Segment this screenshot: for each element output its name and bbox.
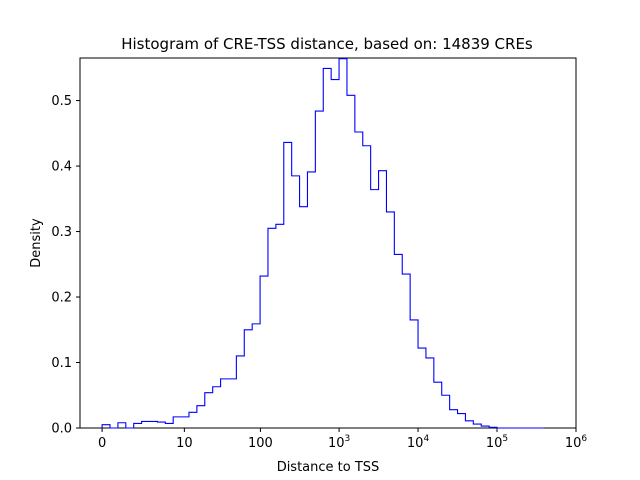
y-axis-label: Density bbox=[29, 218, 44, 268]
x-axis-label: Distance to TSS bbox=[277, 460, 380, 475]
chart-title: Histogram of CRE-TSS distance, based on:… bbox=[121, 35, 533, 53]
y-tick-label: 0.0 bbox=[51, 422, 72, 437]
x-tick-label: 103 bbox=[328, 434, 350, 451]
y-tick-label: 0.2 bbox=[51, 291, 72, 306]
y-tick-label: 0.3 bbox=[51, 225, 72, 240]
x-tick-label: 105 bbox=[486, 434, 508, 451]
x-tick-label: 100 bbox=[248, 436, 273, 451]
y-tick-label: 0.5 bbox=[51, 94, 72, 109]
x-tick-label: 106 bbox=[565, 434, 588, 451]
histogram-step-line bbox=[101, 58, 545, 429]
y-tick-label: 0.4 bbox=[51, 160, 72, 175]
plot-frame bbox=[79, 57, 577, 429]
x-tick-label: 104 bbox=[407, 434, 430, 451]
y-tick-label: 0.1 bbox=[51, 356, 72, 371]
x-axis-ticks: 0 10 100 103 104 105 106 bbox=[98, 428, 587, 451]
x-tick-label: 10 bbox=[176, 436, 193, 451]
x-tick-label: 0 bbox=[98, 436, 106, 451]
histogram-series bbox=[101, 58, 545, 429]
y-axis-ticks: 0.0 0.1 0.2 0.3 0.4 0.5 bbox=[51, 94, 80, 437]
